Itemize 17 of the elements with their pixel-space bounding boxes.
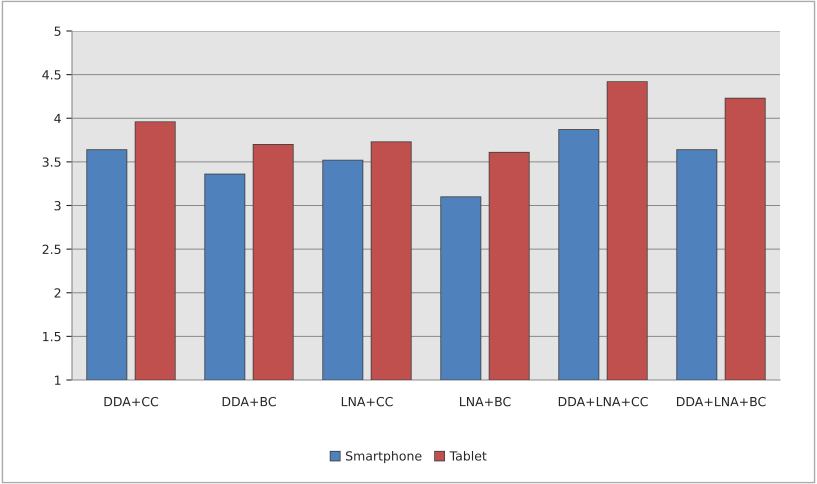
x-tick-label: DDA+CC (104, 396, 158, 406)
x-tick-label: LNA+CC (342, 396, 393, 406)
legend-label: Smartphone (346, 450, 422, 464)
y-tick-label: 5 (54, 26, 60, 36)
x-tick-label: LNA+BC (460, 396, 511, 406)
y-tick-label: 3.5 (42, 157, 60, 167)
x-tick-label: DDA+BC (222, 396, 276, 406)
y-tick-label: 1.5 (43, 332, 60, 342)
y-tick-label: 4.5 (42, 70, 60, 80)
x-tick-label: DDA+LNA+BC (676, 396, 766, 406)
legend-label: Tablet (450, 450, 487, 461)
x-tick-label: DDA+LNA+CC (558, 396, 648, 406)
y-tick-label: 3 (54, 200, 61, 210)
y-tick-label: 4 (54, 114, 61, 123)
y-tick-label: 2.5 (42, 244, 60, 254)
y-tick-label: 1 (55, 376, 60, 385)
y-tick-label: 2 (54, 288, 60, 298)
